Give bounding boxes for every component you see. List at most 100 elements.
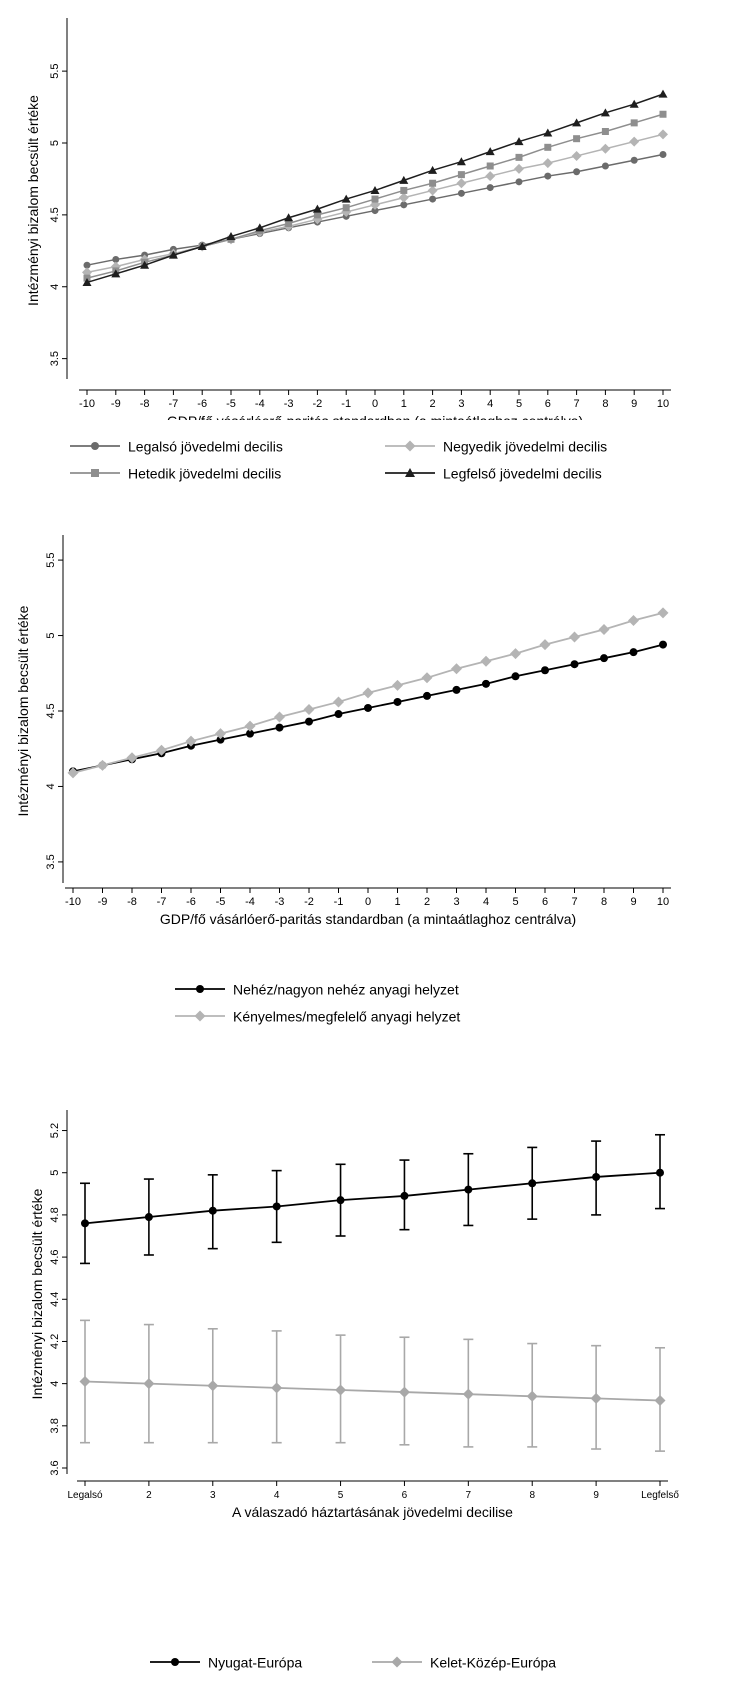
- data-point: [246, 729, 254, 738]
- legend-label: Kelet-Közép-Európa: [430, 1654, 557, 1671]
- x-tick-label: -9: [98, 896, 108, 908]
- data-point: [456, 178, 467, 189]
- legend-item-3-0: Nyugat-Európa: [150, 1653, 302, 1670]
- data-point: [543, 128, 553, 137]
- x-tick-label: 6: [545, 398, 551, 410]
- legend-item-2-1: Kényelmes/megfelelő anyagi helyzet: [175, 1007, 460, 1024]
- x-tick-label: -2: [304, 896, 314, 908]
- data-point: [656, 1168, 664, 1177]
- data-point: [392, 679, 403, 691]
- y-tick-label: 5.2: [49, 1123, 61, 1138]
- data-point: [659, 110, 667, 118]
- x-tick-label: -8: [127, 896, 137, 908]
- legend-marker: [91, 469, 99, 478]
- data-point: [208, 1206, 217, 1215]
- data-point: [393, 697, 402, 706]
- legend-item-1-1: Negyedik jövedelmi decilis: [385, 437, 607, 454]
- data-point: [168, 250, 178, 259]
- data-point: [654, 1395, 666, 1407]
- chart-panel-2: 3.5 4 4.5 5 5.5 -10 -9 -8 -7 -6 -5 -4 -3 -2 -1 0 1 2 3 4 5 6 7…: [0, 525, 737, 1045]
- x-tick-label: -8: [140, 398, 150, 410]
- x-tick-label: 6: [542, 896, 548, 908]
- x-tick-label: 5: [516, 398, 522, 410]
- data-point: [601, 128, 609, 135]
- data-point: [486, 184, 494, 192]
- x-tick-label: 4: [274, 1490, 280, 1501]
- x-tick-label: 3: [458, 398, 464, 410]
- data-point: [197, 242, 207, 250]
- data-point: [429, 179, 437, 187]
- data-point: [126, 752, 138, 764]
- x-tick-label: 9: [593, 1490, 599, 1501]
- legend-swatch: [70, 466, 120, 480]
- series-2: [79, 1319, 666, 1452]
- data-point: [423, 691, 431, 700]
- data-point: [628, 614, 639, 626]
- x-tick-label: 8: [529, 1490, 535, 1501]
- y-tick-label: 5: [45, 632, 57, 638]
- y-tick-label: 4: [45, 783, 57, 789]
- legend-swatch: [70, 439, 120, 453]
- data-point: [271, 1382, 283, 1394]
- data-point: [185, 735, 197, 747]
- x-tick-label: -7: [157, 896, 167, 908]
- legend-item-2-0: Nehéz/nagyon nehéz anyagi helyzet: [175, 980, 459, 997]
- data-point: [312, 204, 322, 213]
- x-tick-label: Legfelső: [641, 1490, 679, 1501]
- x-tick-label: 3: [210, 1490, 216, 1501]
- data-point: [480, 655, 492, 667]
- data-point: [398, 1386, 410, 1398]
- data-point: [336, 1196, 345, 1205]
- data-point: [515, 153, 523, 161]
- data-point: [333, 696, 344, 708]
- data-point: [428, 165, 438, 174]
- data-point: [658, 129, 668, 140]
- data-point: [274, 711, 285, 723]
- legend-label: Legalsó jövedelmi decilis: [128, 438, 283, 455]
- data-point: [143, 1378, 155, 1390]
- y-tick-label: 4.8: [49, 1207, 61, 1222]
- x-tick-label: 5: [338, 1490, 344, 1501]
- x-tick-label: -9: [111, 398, 121, 410]
- x-tick-label: 7: [466, 1490, 472, 1501]
- x-tick-label: 5: [512, 896, 518, 908]
- x-tick-label: -5: [226, 398, 236, 410]
- data-point: [573, 135, 581, 143]
- data-point: [144, 1213, 153, 1222]
- x-axis-label: GDP/fő vásárlóerő-paritás standardban (a…: [167, 413, 583, 420]
- data-point: [371, 195, 379, 203]
- x-tick-label: 2: [146, 1490, 152, 1501]
- data-point: [592, 1172, 601, 1181]
- data-point: [400, 1191, 409, 1200]
- data-point: [485, 171, 496, 182]
- data-point: [658, 89, 668, 98]
- x-tick-label: 10: [657, 896, 669, 908]
- y-tick-label: 4.2: [49, 1334, 61, 1349]
- series-line: [84, 1171, 661, 1225]
- legend-marker: [391, 1656, 403, 1668]
- legend-marker: [405, 468, 415, 478]
- data-point: [371, 207, 379, 215]
- y-axis-label: Intézményi bizalom becsült értéke: [15, 605, 31, 816]
- x-tick-label: -4: [245, 896, 255, 908]
- data-point: [542, 158, 553, 169]
- x-axis-label: GDP/fő vásárlóerő-paritás standardban (a…: [160, 911, 576, 927]
- legend-label: Legfelső jövedelmi decilis: [443, 465, 602, 482]
- legend-label: Nehéz/nagyon nehéz anyagi helyzet: [233, 981, 459, 998]
- x-tick-label: 2: [424, 896, 430, 908]
- data-point: [284, 213, 294, 222]
- data-point: [598, 624, 610, 636]
- data-point: [67, 767, 79, 779]
- legend-label: Hetedik jövedelmi decilis: [128, 465, 282, 482]
- data-point: [452, 685, 461, 694]
- y-tick-label: 4.5: [45, 703, 57, 718]
- legend-label: Negyedik jövedelmi decilis: [443, 438, 608, 455]
- data-point: [515, 178, 523, 186]
- x-tick-label: 9: [631, 398, 637, 410]
- legend-swatch: [150, 1655, 200, 1669]
- x-tick-label: -10: [65, 896, 81, 908]
- data-point: [539, 639, 551, 651]
- data-point: [421, 672, 433, 684]
- y-tick-label: 3.6: [49, 1460, 61, 1475]
- data-point: [215, 728, 226, 740]
